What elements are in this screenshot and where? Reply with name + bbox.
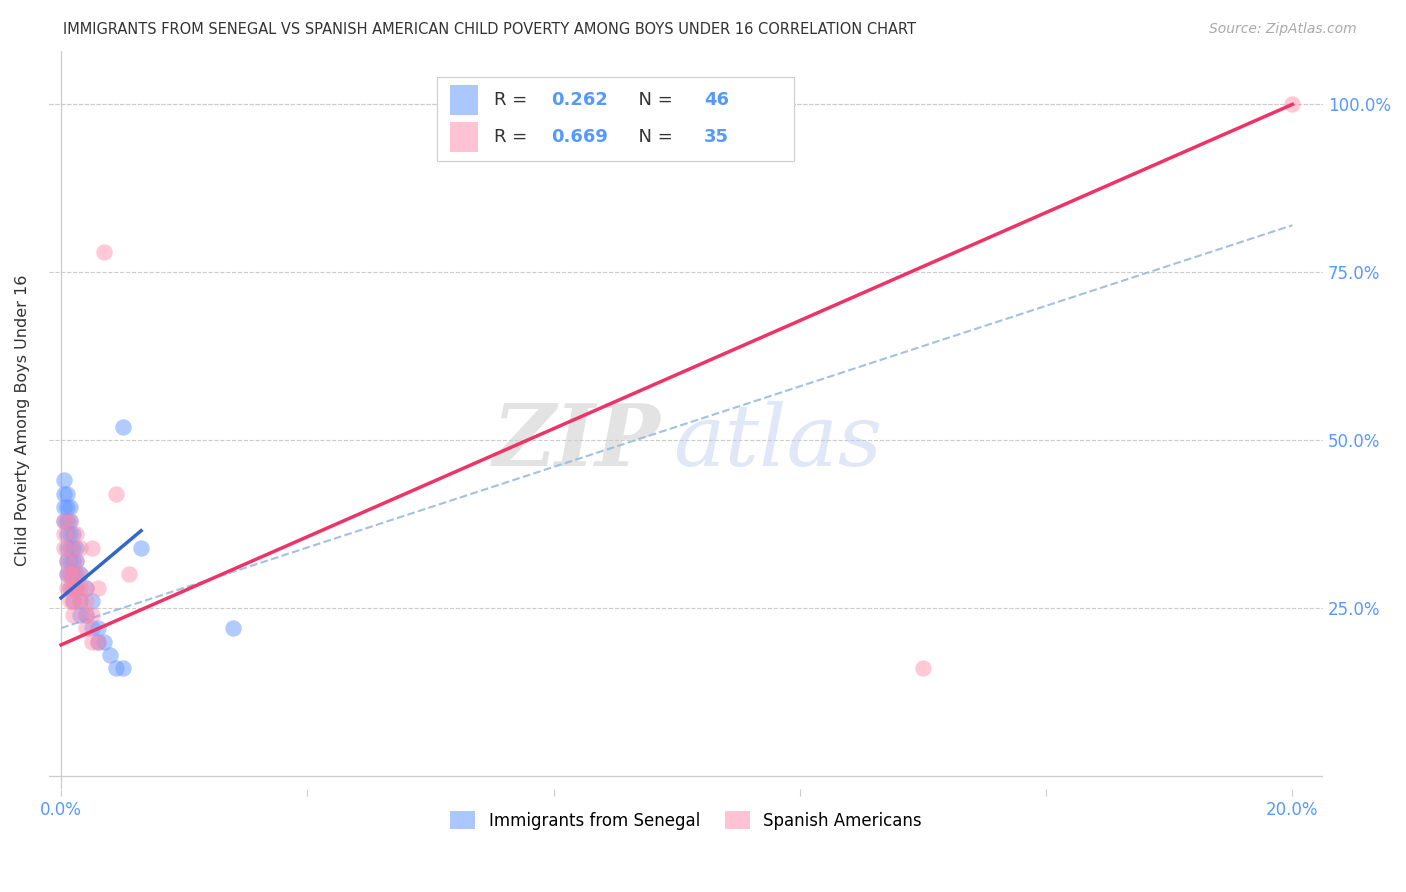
Point [59, 581, 82, 595]
Point [80, 594, 103, 608]
Point [59, 514, 82, 528]
Point [53, 500, 76, 515]
Point [59, 594, 82, 608]
Point [222, 621, 245, 635]
Text: R =: R = [494, 128, 533, 146]
Point [56, 500, 79, 515]
Text: Source: ZipAtlas.com: Source: ZipAtlas.com [1209, 22, 1357, 37]
Point [62, 567, 84, 582]
Point [105, 661, 128, 675]
Point [69, 581, 91, 595]
Text: N =: N = [627, 128, 679, 146]
Point [62, 594, 84, 608]
Point [59, 567, 82, 582]
Text: 0.669: 0.669 [551, 128, 607, 146]
Point [59, 567, 82, 582]
Text: IMMIGRANTS FROM SENEGAL VS SPANISH AMERICAN CHILD POVERTY AMONG BOYS UNDER 16 CO: IMMIGRANTS FROM SENEGAL VS SPANISH AMERI… [63, 22, 917, 37]
Point [62, 554, 84, 568]
Point [75, 581, 97, 595]
Point [56, 554, 79, 568]
Text: N =: N = [627, 91, 679, 109]
Point [80, 621, 103, 635]
Text: 35: 35 [704, 128, 728, 146]
Point [87, 634, 110, 648]
Text: ZIP: ZIP [492, 401, 661, 483]
Point [53, 514, 76, 528]
Point [59, 500, 82, 515]
Point [75, 594, 97, 608]
Point [111, 661, 134, 675]
Point [65, 581, 87, 595]
Point [87, 621, 110, 635]
Point [59, 514, 82, 528]
Point [62, 594, 84, 608]
FancyBboxPatch shape [437, 77, 794, 161]
Point [65, 541, 87, 555]
Point [69, 594, 91, 608]
Point [80, 541, 103, 555]
Point [53, 487, 76, 501]
Point [69, 607, 91, 622]
Point [62, 607, 84, 622]
Point [65, 567, 87, 582]
Point [911, 661, 934, 675]
Point [75, 621, 97, 635]
Point [87, 634, 110, 648]
Point [62, 541, 84, 555]
Point [118, 567, 141, 582]
Point [56, 567, 79, 582]
Point [56, 581, 79, 595]
Point [105, 487, 128, 501]
Point [65, 581, 87, 595]
Point [93, 634, 115, 648]
Point [62, 581, 84, 595]
Point [59, 554, 82, 568]
Point [62, 581, 84, 595]
Point [56, 514, 79, 528]
Point [59, 581, 82, 595]
Point [75, 581, 97, 595]
Point [53, 527, 76, 541]
Point [65, 554, 87, 568]
Point [65, 527, 87, 541]
Bar [450, 86, 478, 115]
Text: 46: 46 [704, 91, 728, 109]
Point [111, 419, 134, 434]
Point [129, 541, 152, 555]
Text: atlas: atlas [673, 401, 883, 483]
Point [59, 541, 82, 555]
Point [69, 541, 91, 555]
Point [1281, 97, 1303, 112]
Point [53, 514, 76, 528]
Point [62, 527, 84, 541]
Point [93, 245, 115, 260]
Point [56, 541, 79, 555]
Point [59, 527, 82, 541]
Point [98, 648, 121, 662]
Text: 0.262: 0.262 [551, 91, 607, 109]
Point [59, 541, 82, 555]
Point [56, 487, 79, 501]
Point [65, 554, 87, 568]
Point [75, 607, 97, 622]
Text: R =: R = [494, 91, 533, 109]
Point [80, 607, 103, 622]
Point [62, 567, 84, 582]
Y-axis label: Child Poverty Among Boys Under 16: Child Poverty Among Boys Under 16 [15, 274, 30, 566]
Point [80, 634, 103, 648]
Legend: Immigrants from Senegal, Spanish Americans: Immigrants from Senegal, Spanish America… [443, 805, 928, 837]
Point [56, 554, 79, 568]
Point [69, 594, 91, 608]
Point [56, 567, 79, 582]
Point [69, 567, 91, 582]
Point [53, 541, 76, 555]
Point [75, 607, 97, 622]
Point [87, 581, 110, 595]
Point [69, 567, 91, 582]
Point [53, 474, 76, 488]
Point [56, 527, 79, 541]
Bar [450, 122, 478, 152]
